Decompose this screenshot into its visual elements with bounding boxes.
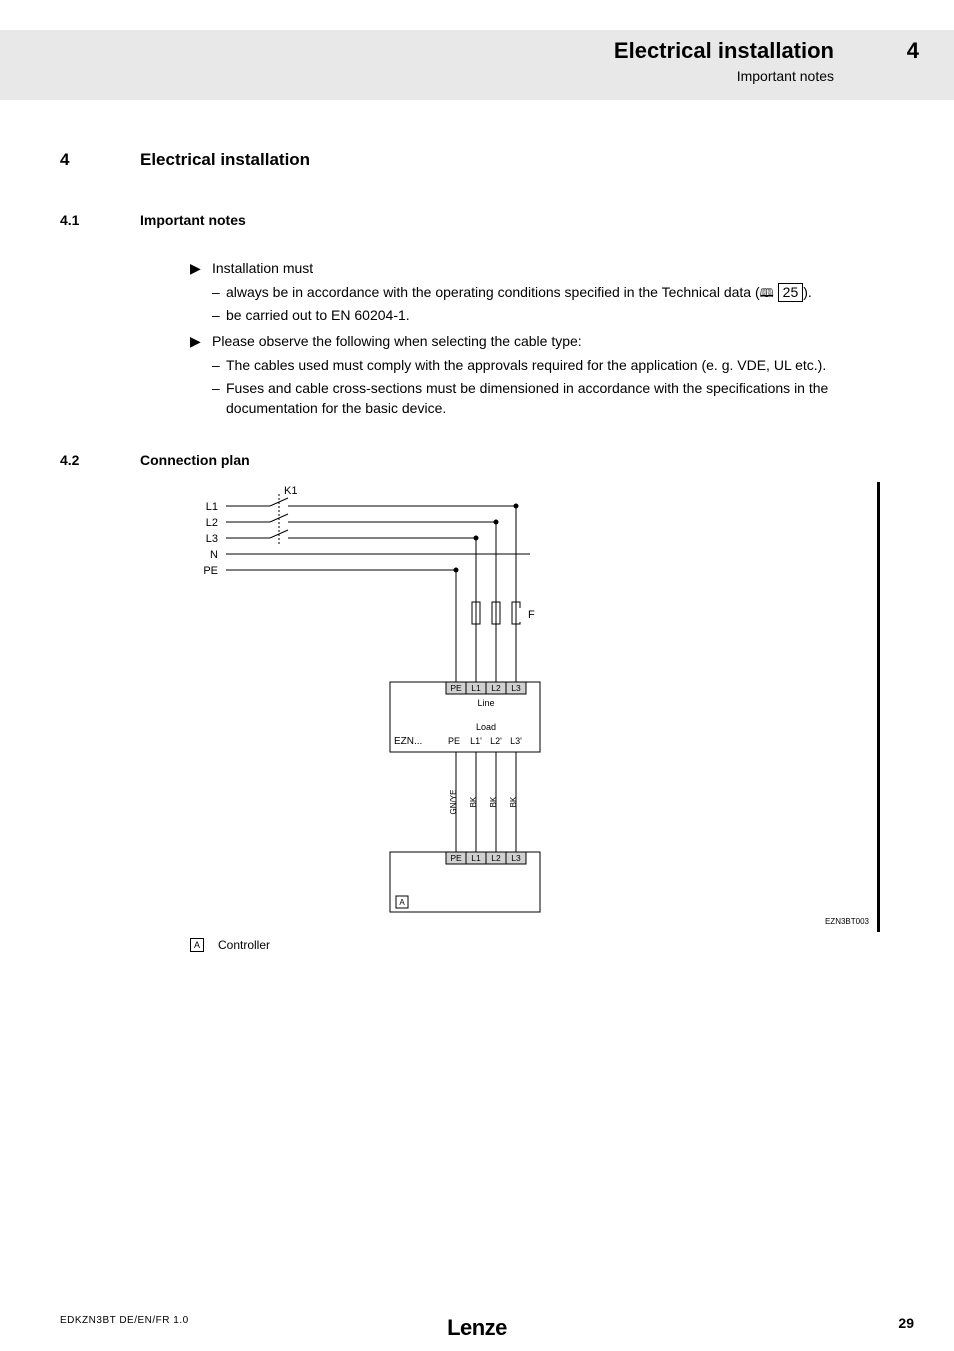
ctrl-terminal: PE <box>450 853 462 863</box>
bullet-item: ▶ Please observe the following when sele… <box>190 331 880 351</box>
book-icon: 🕮 <box>760 285 774 302</box>
wire-color: GN/YE <box>449 790 458 815</box>
dash-text: be carried out to EN 60204-1. <box>226 305 880 325</box>
dash-marker: – <box>212 378 226 419</box>
bullet-text: Please observe the following when select… <box>212 331 880 351</box>
wire-color: BK <box>469 796 478 807</box>
dash-marker: – <box>212 282 226 302</box>
section-number: 4 <box>60 150 140 170</box>
section-heading: 4 Electrical installation <box>60 150 880 170</box>
subsection-number: 4.2 <box>60 452 140 468</box>
connection-diagram: L1 L2 L3 N PE K1 <box>190 482 880 932</box>
fuse-label-2: F <box>528 609 535 621</box>
text-fragment: ). <box>803 284 812 300</box>
terminal-label: PE <box>450 683 462 693</box>
rail-label: PE <box>203 565 218 577</box>
dash-item: – The cables used must comply with the a… <box>212 355 880 375</box>
subsection-4-1: 4.1 Important notes <box>60 212 880 228</box>
bullet-text: Installation must <box>212 258 880 278</box>
dash-item: – always be in accordance with the opera… <box>212 282 880 302</box>
filter-label: EZN... <box>394 736 422 747</box>
page-number: 29 <box>898 1315 914 1331</box>
body-text: ▶ Installation must – always be in accor… <box>190 258 880 418</box>
terminal-label: L2 <box>491 683 501 693</box>
terminal-label: L1 <box>471 683 481 693</box>
load-label: Load <box>476 722 496 732</box>
dash-text: Fuses and cable cross-sections must be d… <box>226 378 880 419</box>
chapter-number: 4 <box>907 38 919 64</box>
line-label: Line <box>477 698 494 708</box>
header-subtitle: Important notes <box>737 68 834 84</box>
dash-text: The cables used must comply with the app… <box>226 355 880 375</box>
subsection-4-2: 4.2 Connection plan <box>60 452 880 468</box>
text-fragment: always be in accordance with the operati… <box>226 284 760 300</box>
diagram-svg: L1 L2 L3 N PE K1 <box>190 482 880 932</box>
section-title: Electrical installation <box>140 150 310 170</box>
dash-item: – be carried out to EN 60204-1. <box>212 305 880 325</box>
terminal-pe: PE <box>448 736 460 746</box>
wire-color: BK <box>509 796 518 807</box>
header-band: Electrical installation Important notes … <box>0 30 954 100</box>
page-reference[interactable]: 25 <box>778 283 804 302</box>
dash-marker: – <box>212 305 226 325</box>
rail-label: L2 <box>206 517 218 529</box>
terminal-label: L3' <box>510 736 522 746</box>
ctrl-terminal: L1 <box>471 853 481 863</box>
dash-item: – Fuses and cable cross-sections must be… <box>212 378 880 419</box>
bullet-item: ▶ Installation must <box>190 258 880 278</box>
terminal-label: L3 <box>511 683 521 693</box>
page-content: 4 Electrical installation 4.1 Important … <box>60 150 880 952</box>
subsection-title: Important notes <box>140 212 246 228</box>
subsection-number: 4.1 <box>60 212 140 228</box>
rail-label: L3 <box>206 533 218 545</box>
dash-marker: – <box>212 355 226 375</box>
footer-doc-id: EDKZN3BT DE/EN/FR 1.0 <box>60 1315 189 1326</box>
rail-label: N <box>210 549 218 561</box>
terminal-label: L1' <box>470 736 482 746</box>
diagram-code: EZN3BT003 <box>825 917 869 926</box>
ctrl-terminal: L3 <box>511 853 521 863</box>
triangle-bullet-icon: ▶ <box>190 331 212 351</box>
terminal-label: L2' <box>490 736 502 746</box>
controller-marker: A <box>399 898 405 907</box>
wire-color: BK <box>489 796 498 807</box>
triangle-bullet-icon: ▶ <box>190 258 212 278</box>
diagram-caption: A Controller <box>190 938 880 952</box>
caption-text: Controller <box>218 938 270 952</box>
lenze-logo: Lenze <box>447 1315 507 1341</box>
ctrl-terminal: L2 <box>491 853 501 863</box>
dash-text: always be in accordance with the operati… <box>226 282 880 302</box>
subsection-title: Connection plan <box>140 452 250 468</box>
header-title: Electrical installation <box>614 38 834 64</box>
caption-marker: A <box>190 938 204 952</box>
contactor-label: K1 <box>284 485 297 497</box>
rail-label: L1 <box>206 501 218 513</box>
